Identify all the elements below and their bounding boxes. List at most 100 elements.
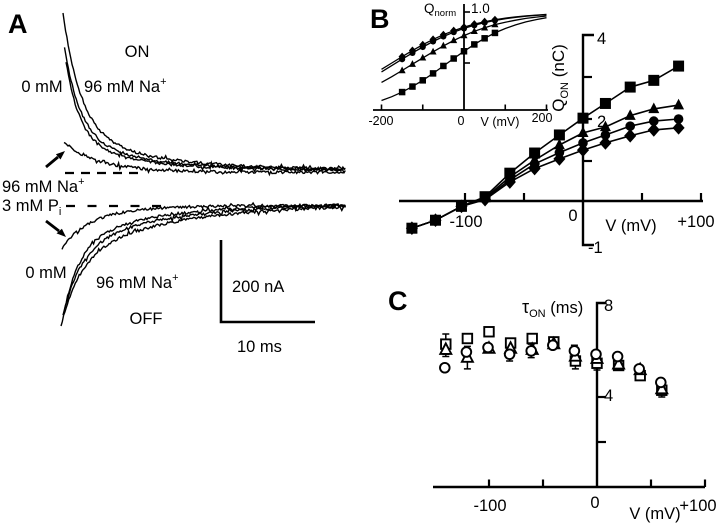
data-point-open-circle <box>568 345 581 357</box>
b-inset-xtick-0: 0 <box>458 114 465 128</box>
b-xtick-pos100: +100 <box>677 213 714 231</box>
data-point-filled-circle <box>419 43 426 51</box>
data-point-open-triangle <box>611 355 626 370</box>
data-point-filled-square <box>450 55 457 62</box>
data-point-filled-circle <box>460 25 468 32</box>
current-trace <box>63 141 346 177</box>
series-line <box>411 65 679 229</box>
data-point-filled-square <box>491 29 499 37</box>
current-trace <box>61 201 346 250</box>
zero-mm-top-label: 0 mM <box>21 78 62 96</box>
b-inset-ytick-1: 1.0 <box>471 1 490 16</box>
b-ytick-2: 2 <box>597 113 606 131</box>
b-inset-x-axis-label: V (mV) <box>481 115 520 129</box>
b-axis-ticks <box>463 75 703 201</box>
scale-bar <box>219 240 315 324</box>
data-point-filled-circle <box>429 38 437 45</box>
c-axis-ticks <box>487 395 707 487</box>
data-point-filled-triangle <box>577 126 589 138</box>
b-inset-xtick-neg200: -200 <box>368 114 393 128</box>
data-point-filled-square <box>455 200 467 212</box>
data-point-filled-circle <box>600 130 611 140</box>
data-point-filled-diamond <box>576 143 590 157</box>
panel-a-label: A <box>8 9 28 39</box>
on-label: ON <box>125 43 150 61</box>
data-point-filled-triangle <box>470 27 478 34</box>
b-y-axis-label: QON (nC) <box>549 44 571 112</box>
data-point-filled-square <box>673 60 685 72</box>
data-point-open-circle <box>503 348 516 361</box>
data-point-filled-triangle <box>648 102 660 114</box>
c-ytick-8: 8 <box>604 297 613 315</box>
data-point-filled-circle <box>471 22 478 29</box>
data-point-filled-triangle <box>460 31 468 39</box>
c-xtick-neg100: -100 <box>473 497 506 515</box>
data-point-filled-square <box>430 214 441 226</box>
data-point-filled-square <box>440 62 447 70</box>
off-label: OFF <box>130 310 163 328</box>
b-inset-ticks <box>380 11 548 110</box>
data-point-filled-square <box>553 129 565 141</box>
data-point-filled-diamond <box>647 123 660 137</box>
data-point-filled-triangle <box>419 53 427 61</box>
condition-line1-label: 96 mM Na+ <box>2 176 85 196</box>
data-point-filled-circle <box>399 56 406 63</box>
data-point-open-circle <box>590 348 602 361</box>
data-point-filled-diamond <box>672 121 685 135</box>
c-xtick-0: 0 <box>590 494 599 512</box>
b-xtick-0: 0 <box>568 207 577 225</box>
data-point-filled-triangle <box>439 41 447 49</box>
data-point-open-circle <box>655 376 667 389</box>
data-point-filled-triangle <box>491 20 499 28</box>
data-point-filled-circle <box>409 49 416 57</box>
data-point-filled-triangle <box>429 47 437 55</box>
data-point-filled-triangle <box>529 153 541 165</box>
data-point-open-circle <box>460 346 473 358</box>
data-point-filled-diamond <box>599 136 612 150</box>
b-inset: Qnorm 1.0 -200 0 200 V (mV) <box>368 1 552 129</box>
data-point-filled-triangle <box>624 109 636 120</box>
data-point-filled-triangle <box>481 23 489 31</box>
scale-time-label: 10 ms <box>237 338 282 356</box>
panel-a: A ON 0 mM 96 mM Na+ 96 mM Na+ 3 mM Pi 0 … <box>2 9 347 356</box>
data-point-filled-circle <box>440 33 447 40</box>
data-point-filled-circle <box>450 29 457 36</box>
on-arrow <box>45 151 65 169</box>
b-inset-xtick-pos200: 200 <box>532 111 553 125</box>
c-x-axis-label: V (mV) <box>629 505 680 523</box>
off-arrow <box>45 219 66 237</box>
c-ytick-4: 4 <box>604 387 613 405</box>
c-data-series <box>438 326 669 398</box>
data-point-filled-triangle <box>553 138 565 150</box>
data-point-filled-triangle <box>450 36 458 44</box>
current-trace <box>63 47 346 175</box>
panel-c-label: C <box>388 286 408 316</box>
data-point-filled-circle <box>554 147 565 158</box>
data-point-filled-square <box>409 83 416 90</box>
b-data-series <box>405 60 685 236</box>
current-trace <box>60 204 347 327</box>
zero-mm-bottom-label: 0 mM <box>25 264 66 282</box>
data-point-filled-circle <box>649 116 659 126</box>
data-point-filled-square <box>398 88 406 96</box>
data-point-filled-square <box>648 74 660 86</box>
data-point-filled-circle <box>625 121 635 131</box>
data-point-filled-square <box>471 41 478 48</box>
data-point-open-square <box>483 326 495 338</box>
data-point-filled-square <box>599 97 611 109</box>
condition-line2-label: 3 mM Pi <box>2 197 61 218</box>
data-point-filled-square <box>419 77 426 84</box>
data-point-filled-triangle <box>673 98 685 110</box>
data-point-open-triangle <box>438 341 453 355</box>
current-trace <box>62 12 346 172</box>
data-point-filled-square <box>577 112 589 124</box>
data-point-open-circle <box>525 345 537 357</box>
na-top-label: 96 mM Na+ <box>84 76 167 96</box>
data-point-filled-square <box>406 222 418 234</box>
data-point-filled-circle <box>481 19 488 26</box>
data-point-filled-square <box>429 70 437 77</box>
current-trace <box>64 203 346 309</box>
data-point-open-circle <box>439 362 451 374</box>
data-point-filled-circle <box>673 114 684 124</box>
